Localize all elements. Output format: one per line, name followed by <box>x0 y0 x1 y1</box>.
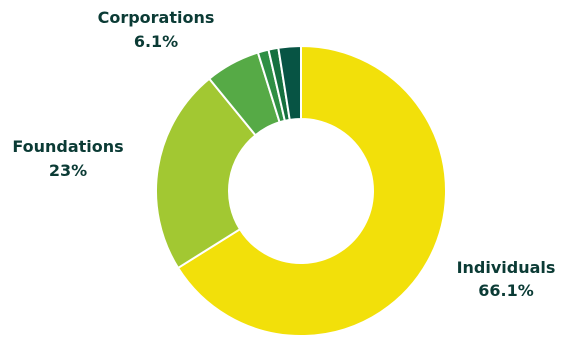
slice-individuals <box>176 44 447 337</box>
label-corporations: Corporations 6.1% <box>98 8 215 51</box>
label-foundations: Foundations 23% <box>12 137 123 180</box>
slice-minor-5 <box>277 44 302 122</box>
label-individuals-name: Individuals <box>457 258 556 277</box>
label-foundations-name: Foundations <box>12 137 123 156</box>
label-foundations-percent: 23% <box>49 161 87 180</box>
label-individuals-percent: 66.1% <box>478 281 534 300</box>
label-corporations-percent: 6.1% <box>134 32 178 51</box>
label-individuals: Individuals 66.1% <box>457 258 556 300</box>
label-corporations-name: Corporations <box>98 8 215 27</box>
donut-slices <box>155 44 447 337</box>
slice-foundations <box>155 77 257 270</box>
